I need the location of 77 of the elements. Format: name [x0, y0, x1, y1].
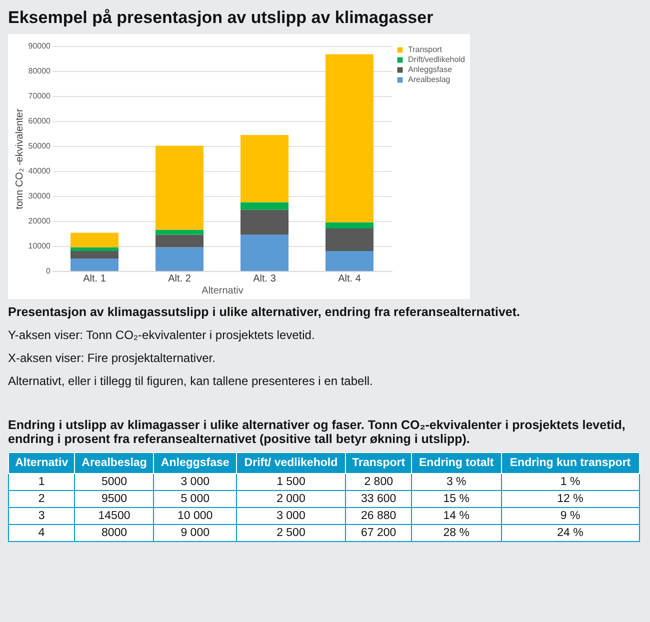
text: 9500	[74, 490, 154, 508]
bar	[326, 251, 374, 271]
y-tick-label: 20000	[28, 216, 52, 226]
bar	[326, 54, 374, 222]
text: 1	[8, 474, 75, 490]
x-tick-label: Alt. 4	[338, 274, 362, 284]
text: 2 000	[236, 490, 346, 508]
y-tick-label: 90000	[28, 42, 52, 50]
text: 28 %	[412, 524, 502, 542]
text: 14500	[74, 508, 154, 524]
bar	[156, 146, 204, 230]
y-tick-label: 10000	[28, 242, 52, 250]
text: Y-aksen viser: Tonn CO₂-ekvivalenter i prosjektets levetid.	[8, 328, 316, 342]
y-tick-label: 60000	[28, 116, 52, 126]
text: Transport	[346, 452, 412, 474]
legend-label: Transport	[408, 45, 443, 54]
x-axis-title: Alternativ	[202, 286, 244, 296]
text: Endring kun transport	[501, 452, 640, 474]
x-tick-label: Alt. 3	[253, 274, 276, 284]
text: 5000	[74, 474, 154, 490]
bar	[70, 232, 118, 248]
bar	[156, 247, 204, 271]
text: 3 %	[412, 474, 502, 490]
text: X-aksen viser: Fire prosjektalternativer.	[8, 351, 216, 365]
x-tick-label: Alt. 1	[83, 274, 106, 284]
y-tick-label: 0	[46, 266, 52, 276]
text: 3 000	[236, 508, 346, 524]
chart-title: Eksempel på presentasjon av utslipp av klimagasser	[7, 7, 434, 29]
text: Alternativt, eller i tillegg til figuren, kan tallene presenteres i en tabell.	[8, 374, 374, 388]
y-tick-label: 70000	[28, 92, 52, 100]
text: 15 %	[412, 490, 502, 508]
text: 5 000	[154, 490, 236, 508]
text: 3	[8, 508, 75, 524]
text: 1 %	[501, 474, 640, 490]
text: 2 800	[346, 474, 412, 490]
text: 33 600	[346, 490, 412, 508]
bar	[70, 251, 118, 258]
bar	[326, 228, 374, 251]
bar	[240, 210, 288, 235]
text: 12 %	[501, 490, 640, 508]
text: 67 200	[346, 524, 412, 542]
text: 8000	[74, 524, 154, 542]
bar	[70, 247, 118, 251]
text: 24 %	[501, 524, 640, 542]
text: 10 000	[154, 508, 236, 524]
text: 14 %	[412, 508, 502, 524]
x-tick-label: Alt. 2	[168, 274, 192, 284]
bar	[326, 222, 374, 228]
text: 9 %	[501, 508, 640, 524]
text: 9 000	[154, 524, 236, 542]
text: 1 500	[236, 474, 346, 490]
y-tick-label: 80000	[28, 66, 52, 76]
bar	[156, 230, 204, 235]
legend-label: Arealbeslag	[408, 75, 450, 84]
legend-label: Drift/vedlikehold	[408, 55, 465, 64]
y-tick-label: 30000	[28, 192, 52, 200]
text: Alternativ	[8, 452, 75, 474]
text: Endring totalt	[412, 452, 502, 474]
text: Arealbeslag	[74, 452, 154, 474]
bar	[70, 258, 118, 271]
text: 2	[8, 490, 75, 508]
y-axis-title: tonn CO₂ -ekvivalenter	[14, 108, 26, 210]
y-tick-label: 40000	[28, 166, 52, 176]
text: Presentasjon av klimagassutslipp i ulike alternativer, endring fra referansealternativet.	[8, 305, 522, 319]
text: 3 000	[154, 474, 236, 490]
bar	[156, 234, 204, 248]
bar	[240, 135, 288, 202]
text: 4	[8, 524, 75, 542]
bar	[240, 234, 288, 271]
text: 2 500	[236, 524, 346, 542]
bar	[240, 202, 288, 210]
legend-label: Anleggsfase	[408, 65, 453, 74]
text: 26 880	[346, 508, 412, 524]
y-tick-label: 50000	[28, 142, 52, 150]
text: Endring i utslipp av klimagasser i ulike alternativer og faser. Tonn CO₂-ekvivalenter i prosjektets levetid, endring i prosent fra referansealternativet (positive tall betyr økning i utslipp).	[8, 418, 626, 446]
text: Drift/ vedlikehold	[236, 452, 346, 474]
text: Anleggsfase	[154, 452, 236, 474]
